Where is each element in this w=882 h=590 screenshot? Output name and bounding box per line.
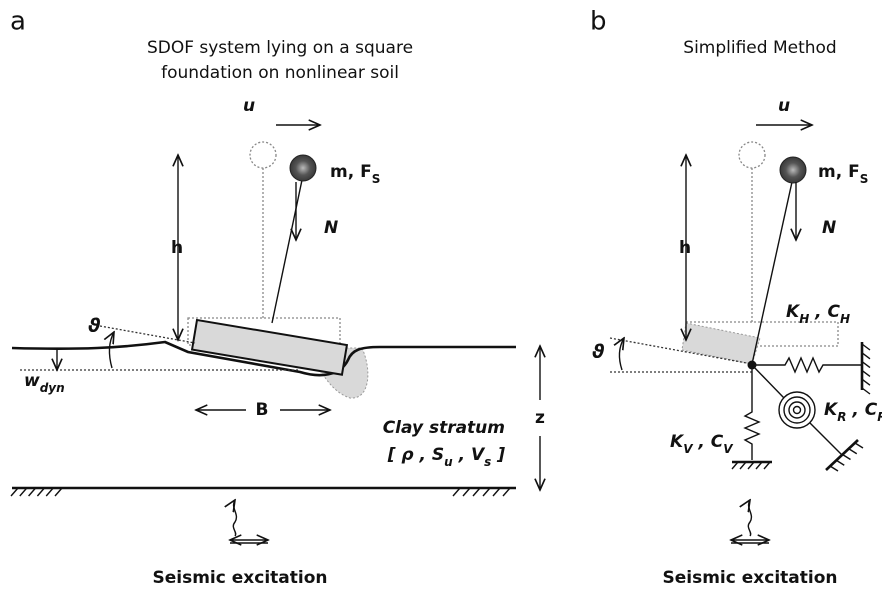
label-part: , C: [846, 400, 877, 420]
excitation-label: Seismic excitation: [663, 568, 838, 588]
rotation-label: ϑ: [592, 341, 605, 363]
soil-params: [ ρ , Su , Vs ]: [387, 445, 505, 469]
mass: [780, 157, 806, 183]
label-part: , C: [809, 302, 840, 322]
width-label: B: [256, 400, 269, 420]
hatch: [855, 443, 863, 448]
axial-label: N: [822, 218, 836, 238]
horizontal-spring-label: KH , CH: [786, 302, 850, 326]
label-part: , V: [453, 445, 486, 465]
depth-label: z: [535, 408, 545, 428]
hatch: [836, 460, 844, 465]
label-part: F: [848, 162, 860, 182]
subscript: V: [723, 442, 734, 456]
subscript: R: [877, 410, 882, 424]
panel-title: Simplified Method: [683, 38, 836, 58]
tilt-line: [100, 326, 195, 343]
rotational-spring: [810, 423, 842, 455]
initial-mass: [739, 142, 765, 168]
axial-label: N: [324, 218, 338, 238]
panel-b: b Simplified Method u ϑ m, FS N h KH , C…: [590, 7, 882, 589]
label-part: m,: [330, 162, 360, 182]
panel-letter: a: [10, 7, 26, 37]
rotational-spring: [752, 365, 784, 398]
label-part: ]: [491, 445, 505, 465]
mass-label: m, FS: [818, 162, 868, 186]
subscript: S: [372, 172, 381, 186]
displacement-label: u: [243, 96, 255, 116]
displacement-label: u: [778, 96, 790, 116]
excitation-label: Seismic excitation: [153, 568, 328, 588]
settlement-label: wdyn: [24, 371, 65, 395]
panel-title: SDOF system lying on a square: [147, 38, 413, 58]
label-part: F: [360, 162, 372, 182]
figure: a SDOF system lying on a square foundati…: [0, 0, 882, 590]
panel-letter: b: [590, 7, 607, 37]
wave: [748, 500, 751, 536]
hatch: [830, 466, 838, 471]
hatch: [862, 388, 870, 394]
stick: [752, 182, 792, 364]
panel-title: foundation on nonlinear soil: [161, 63, 399, 83]
panel-a: a SDOF system lying on a square foundati…: [10, 7, 545, 589]
subscript: dyn: [40, 381, 65, 395]
initial-mass: [250, 142, 276, 168]
stick: [272, 180, 302, 323]
label-part: w: [24, 371, 40, 391]
mass: [290, 155, 316, 181]
wave: [233, 500, 236, 536]
node: [748, 361, 757, 370]
subscript: s: [484, 455, 491, 469]
hatch: [849, 449, 857, 454]
rotation-arrow: [619, 338, 624, 370]
label-part: , C: [692, 432, 723, 452]
label-part: m,: [818, 162, 848, 182]
rotation-label: ϑ: [88, 315, 101, 337]
subscript: H: [840, 312, 850, 326]
rotational-spring-label: KR , CR: [824, 400, 882, 424]
subscript: R: [837, 410, 846, 424]
hatch: [843, 455, 851, 460]
subscript: S: [860, 172, 869, 186]
soil-label: Clay stratum: [383, 418, 505, 438]
horizontal-spring: [752, 358, 862, 372]
height-label: h: [171, 238, 183, 258]
mass-label: m, FS: [330, 162, 380, 186]
height-label: h: [679, 238, 691, 258]
subscript: H: [799, 312, 809, 326]
rotational-spring: [779, 392, 815, 428]
vertical-spring-label: KV , CV: [670, 432, 734, 456]
rotation-arrow: [109, 332, 114, 368]
label-part: [ ρ , S: [387, 445, 444, 465]
vertical-spring: [745, 365, 759, 460]
